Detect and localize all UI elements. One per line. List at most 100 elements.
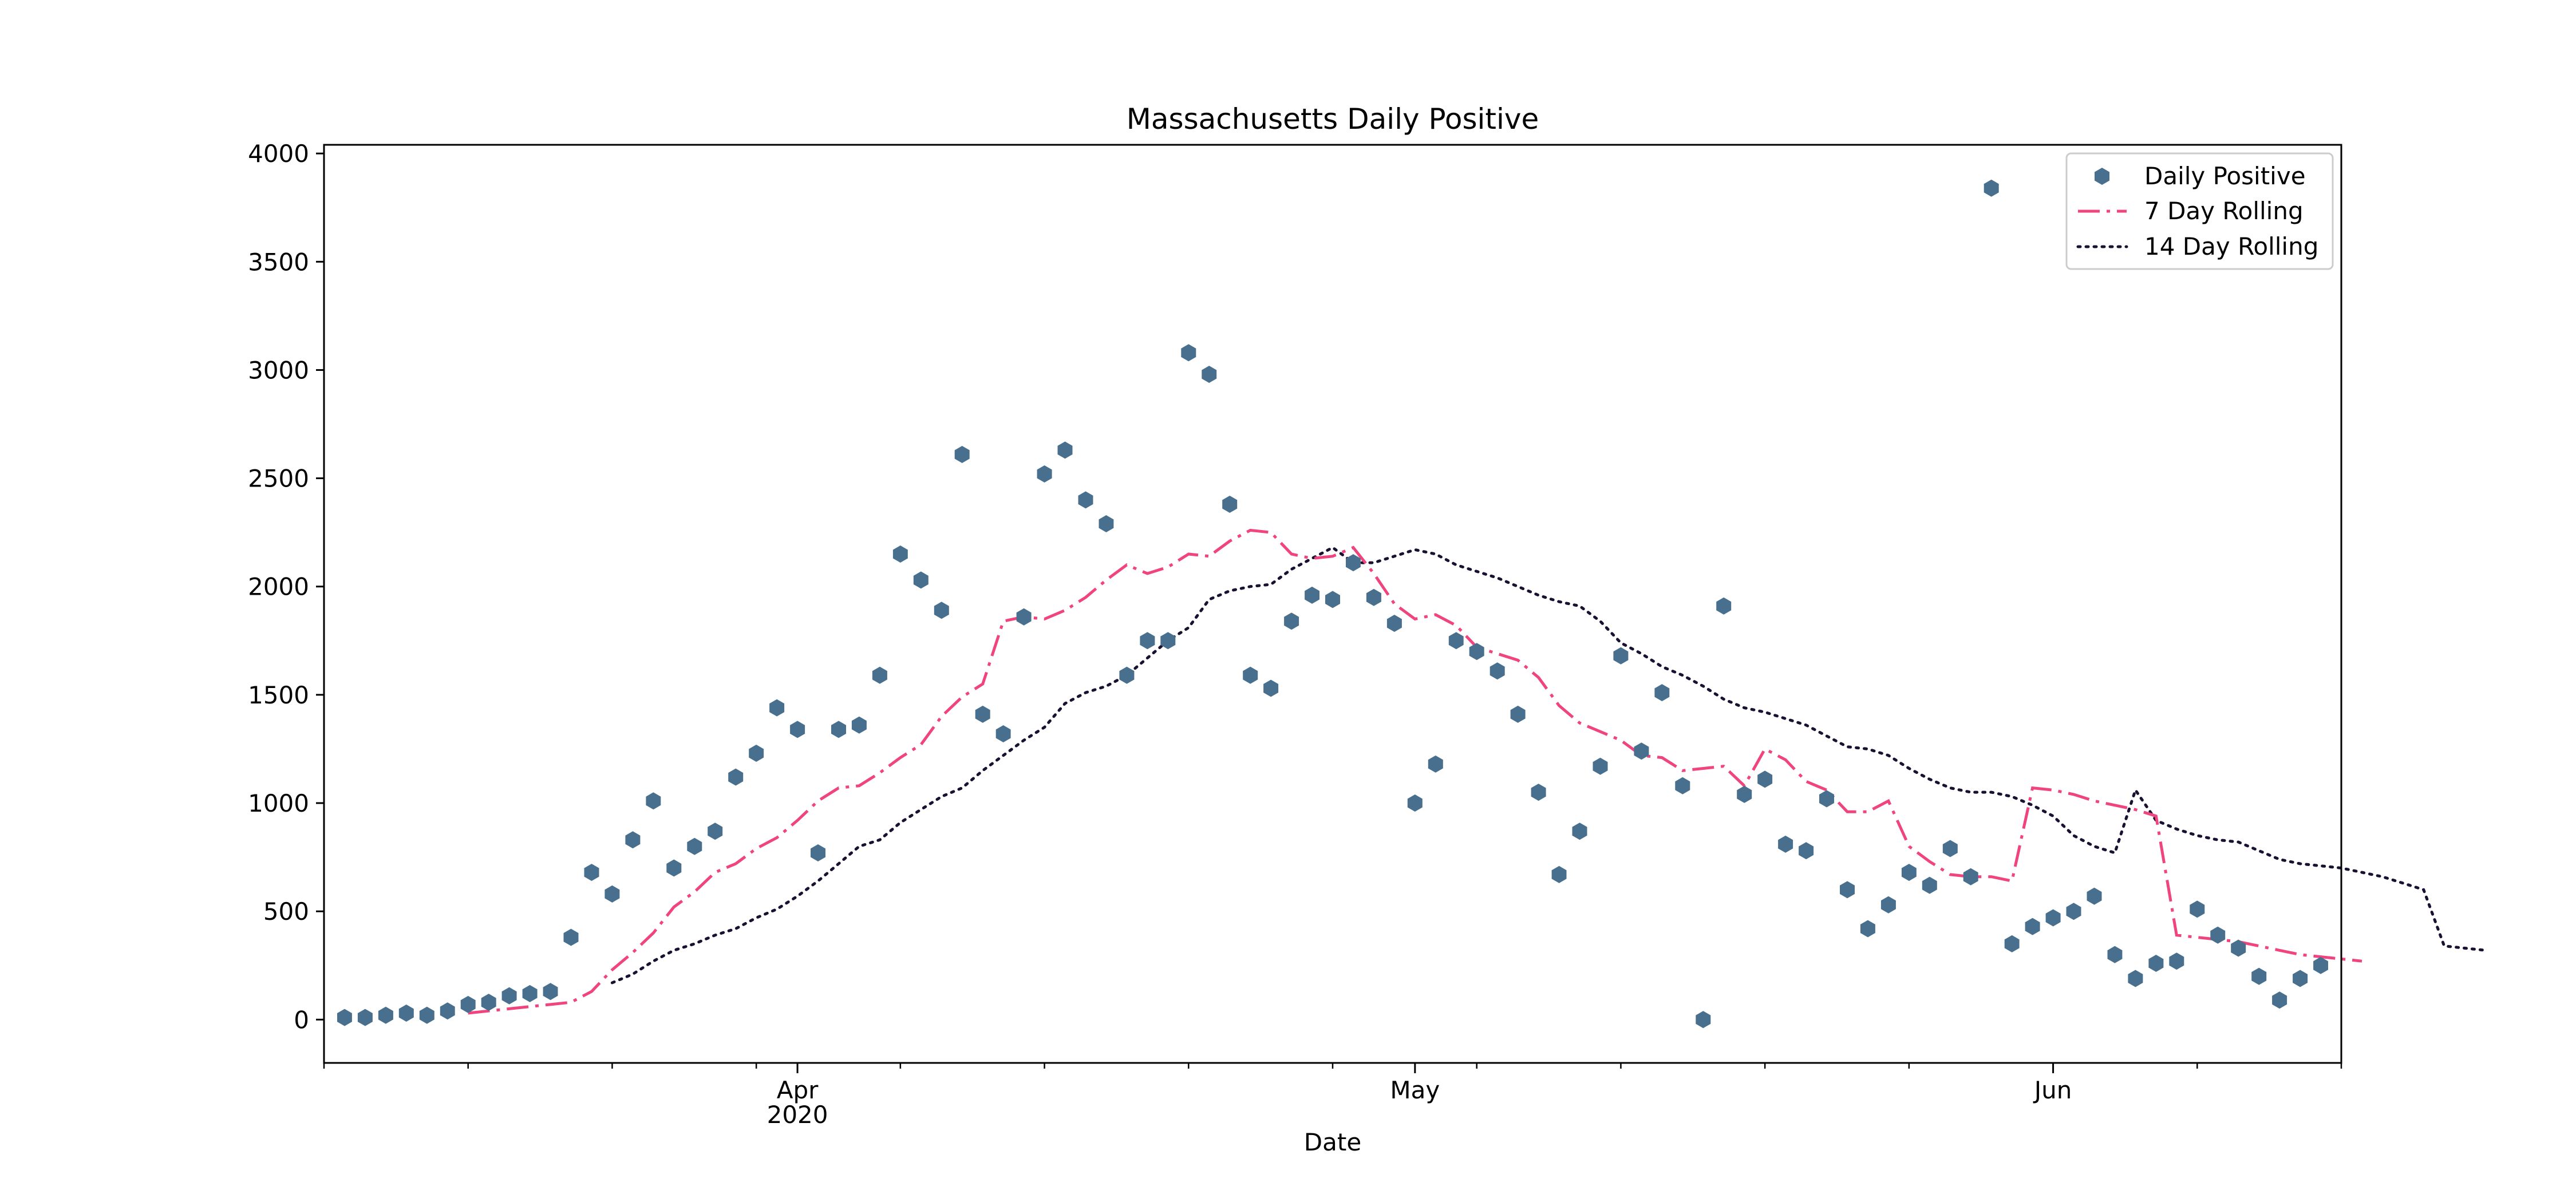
x-tick-label: Apr	[777, 1076, 819, 1104]
x-tick-label: May	[1390, 1076, 1440, 1104]
daily-positive-point	[1696, 1011, 1711, 1029]
daily-positive-point	[2025, 918, 2040, 935]
daily-positive-point	[687, 837, 702, 855]
daily-positive-point	[1860, 920, 1875, 938]
daily-positive-point	[625, 831, 641, 849]
daily-positive-point	[1799, 842, 1814, 860]
legend-label-7-day-rolling: 7 Day Rolling	[2144, 197, 2304, 225]
daily-positive-point	[2066, 903, 2081, 920]
daily-positive-point	[337, 1009, 352, 1026]
daily-positive-point	[1448, 632, 1464, 650]
daily-positive-point	[1325, 591, 1340, 608]
legend-marker-daily-positive	[2095, 168, 2109, 185]
daily-positive-point	[1243, 666, 1258, 684]
daily-positive-point	[419, 1006, 434, 1024]
daily-positive-point	[708, 823, 723, 840]
daily-positive-point	[1654, 684, 1670, 702]
daily-positive-point	[460, 995, 476, 1013]
y-tick-label: 1000	[248, 789, 309, 817]
daily-positive-point	[1901, 864, 1917, 881]
x-axis-title: Date	[1304, 1128, 1361, 1156]
daily-positive-point	[357, 1009, 373, 1026]
daily-positive-point	[1263, 679, 1279, 697]
daily-positive-point	[769, 699, 785, 717]
daily-positive-point	[1572, 823, 1587, 840]
legend-label-14-day-rolling: 14 Day Rolling	[2144, 232, 2318, 260]
daily-positive-point	[995, 725, 1011, 742]
legend-label-daily-positive: Daily Positive	[2144, 162, 2306, 190]
daily-positive-point	[1757, 770, 1773, 788]
daily-positive-point	[2148, 955, 2164, 972]
daily-positive-point	[1675, 777, 1690, 794]
daily-positive-point	[584, 864, 599, 881]
legend-entry-14-day-rolling: 14 Day Rolling	[2076, 232, 2318, 260]
daily-positive-points	[337, 179, 2328, 1029]
daily-positive-point	[1490, 662, 1505, 680]
daily-positive-point	[2169, 952, 2184, 970]
daily-positive-point	[790, 721, 805, 738]
y-tick-label: 2500	[248, 465, 309, 493]
daily-positive-point	[1428, 755, 1443, 773]
daily-positive-point	[1181, 344, 1196, 362]
daily-positive-point	[1119, 666, 1135, 684]
daily-positive-point	[2045, 909, 2061, 927]
daily-positive-point	[1922, 876, 1937, 894]
daily-positive-point	[2313, 956, 2328, 974]
plot-area	[337, 179, 2487, 1029]
daily-positive-point	[2128, 970, 2143, 987]
daily-positive-point	[1202, 366, 1217, 383]
daily-positive-point	[501, 987, 517, 1005]
legend-entry-daily-positive: Daily Positive	[2095, 162, 2306, 190]
daily-positive-point	[1222, 496, 1238, 513]
daily-positive-point	[811, 844, 825, 861]
daily-positive-point	[440, 1002, 455, 1020]
daily-positive-point	[1634, 742, 1649, 760]
daily-positive-point	[1778, 835, 1793, 853]
daily-positive-point	[398, 1005, 414, 1022]
daily-positive-point	[1593, 757, 1608, 775]
daily-positive-point	[1016, 608, 1032, 626]
x-tick-sublabel: 2020	[767, 1101, 828, 1129]
daily-positive-point	[1346, 554, 1361, 572]
daily-positive-point	[1737, 785, 1752, 803]
chart-title: Massachusetts Daily Positive	[1127, 102, 1539, 136]
plot-frame	[323, 144, 2342, 1064]
daily-positive-point	[1716, 597, 1732, 615]
daily-positive-point	[605, 885, 620, 903]
daily-positive-point	[831, 721, 846, 738]
daily-positive-point	[1984, 179, 1999, 197]
daily-positive-point	[1840, 881, 1855, 899]
legend-entry-7-day-rolling: 7 Day Rolling	[2078, 197, 2304, 225]
daily-positive-point	[522, 984, 538, 1002]
daily-positive-point	[1078, 491, 1093, 509]
daily-positive-point	[1469, 643, 1484, 661]
daily-positive-point	[666, 859, 682, 877]
rolling-7-day-line	[468, 528, 2362, 1015]
y-tick-label: 3500	[248, 248, 309, 276]
daily-positive-point	[2251, 967, 2267, 985]
daily-positive-point	[2004, 935, 2020, 952]
daily-positive-point	[1531, 784, 1546, 801]
daily-positive-point	[1963, 868, 1978, 885]
x-tick-label: Jun	[2033, 1076, 2072, 1104]
daily-positive-point	[728, 768, 744, 786]
y-tick-label: 500	[263, 897, 309, 926]
daily-positive-point	[975, 705, 990, 723]
daily-positive-point	[543, 983, 558, 1001]
daily-positive-point	[563, 928, 579, 946]
daily-positive-point	[1407, 794, 1423, 812]
daily-positive-point	[913, 571, 929, 589]
daily-positive-point	[2272, 991, 2287, 1009]
daily-positive-point	[1819, 790, 1834, 808]
daily-positive-point	[1510, 705, 1526, 723]
y-tick-label: 3000	[248, 356, 309, 384]
daily-positive-point	[2087, 887, 2102, 905]
y-tick-label: 0	[294, 1006, 309, 1034]
daily-positive-point	[1284, 612, 1299, 630]
daily-positive-point	[1386, 615, 1402, 632]
daily-positive-point	[646, 792, 661, 810]
y-tick-label: 1500	[248, 681, 309, 709]
y-axis: 0 500 1000 1500 2000 2500 3000 3500 4000	[248, 140, 324, 1034]
